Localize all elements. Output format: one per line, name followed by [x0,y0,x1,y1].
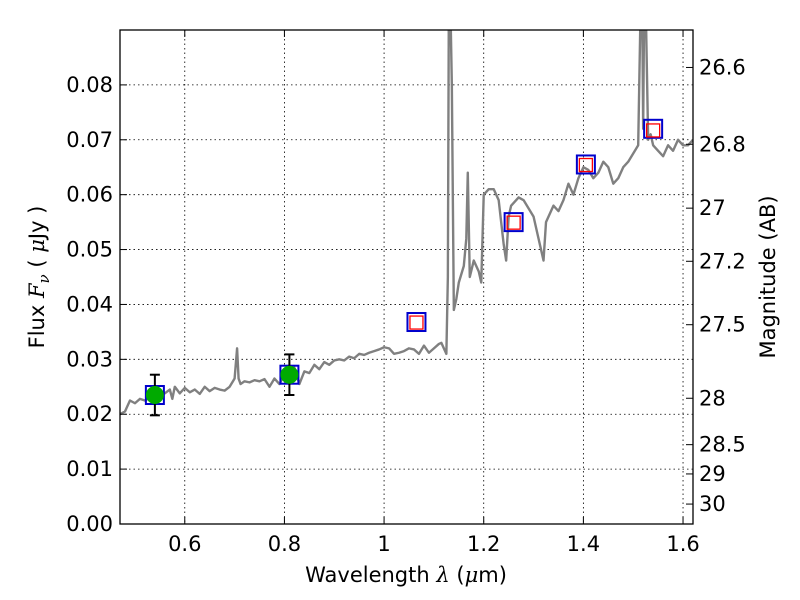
y-tick-label: 0.00 [66,512,113,536]
x-tick-label: 0.6 [168,532,201,556]
y-axis: 0.00 0.01 0.02 0.03 0.04 0.05 0.06 0.07 0.08 [66,73,127,536]
x-axis: 0.6 0.8 1 1.2 1.4 1.6 [168,30,700,556]
blue-square-marker [575,154,596,175]
blue-square-marker [503,212,524,233]
grid [120,30,693,525]
x-tick-label: 1.6 [666,532,699,556]
blue-square-marker [406,312,427,333]
mag-tick-label: 26.6 [699,55,746,79]
x-tick-label: 1.2 [467,532,500,556]
y2-axis: 26.6 26.8 27 27.2 27.5 28 28.5 29 30 [686,55,746,516]
spectrum-line [120,30,693,416]
blue-square-marker [643,118,664,139]
green-data-point [280,365,299,384]
y-tick-label: 0.01 [66,457,113,481]
y-tick-label: 0.04 [66,292,113,316]
mag-tick-label: 30 [699,492,726,516]
red-square-marker [409,315,424,330]
x-tick-label: 1.4 [567,532,600,556]
green-data-point [145,386,164,405]
y-tick-label: 0.02 [66,402,113,426]
y-tick-label: 0.05 [66,238,113,262]
y2-axis-title: Magnitude (AB) [756,195,780,358]
red-square-marker [578,157,594,173]
y-tick-label: 0.06 [66,183,113,207]
red-square-marker [506,215,521,230]
red-square-marker [645,123,661,138]
y-tick-label: 0.03 [66,347,113,371]
y-axis-title: Flux Fν ( μJy ) [25,206,53,349]
mag-tick-label: 26.8 [699,132,746,156]
plot-frame [119,29,694,525]
mag-tick-label: 27.2 [699,249,746,273]
mag-tick-label: 27 [699,196,726,220]
y-tick-label: 0.07 [66,128,113,152]
spectrum-layer [120,30,693,416]
x-tick-label: 0.8 [268,532,301,556]
y-tick-label: 0.08 [66,73,113,97]
x-axis-title: Wavelength λ (μm) [305,563,507,587]
markers-layer [144,118,664,417]
mag-tick-label: 29 [699,462,726,486]
x-tick-label: 1 [377,532,390,556]
mag-tick-label: 28 [699,386,726,410]
mag-tick-label: 28.5 [699,433,746,457]
mag-tick-label: 27.5 [699,313,746,337]
